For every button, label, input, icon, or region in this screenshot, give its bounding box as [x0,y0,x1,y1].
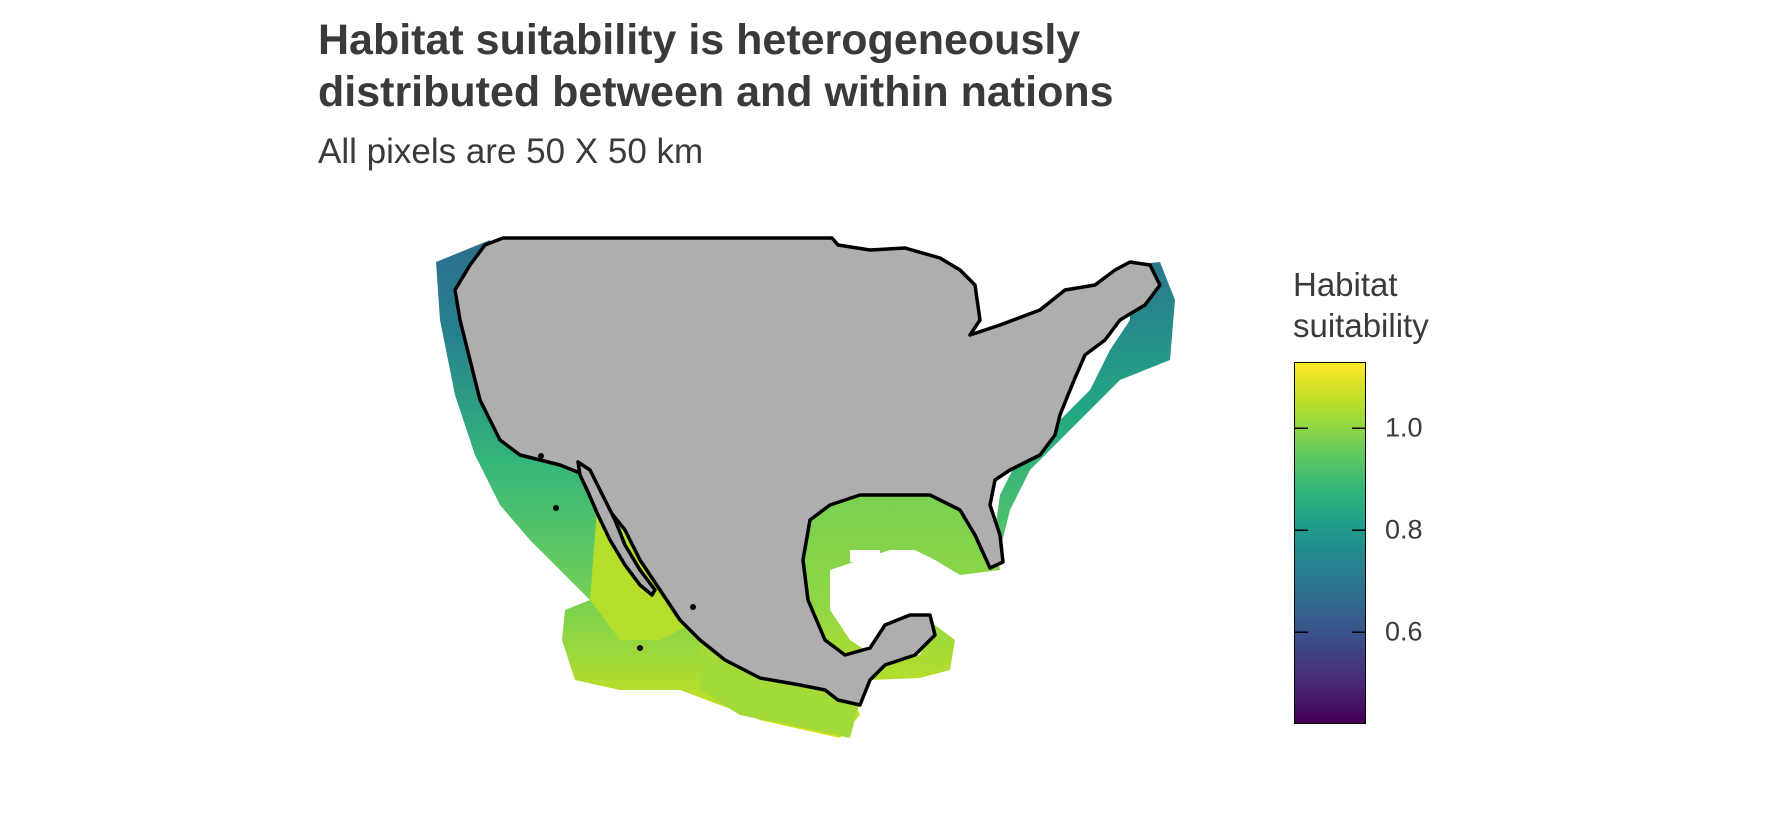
gulf-no-data-gap [850,550,880,562]
title-line-1: Habitat suitability is heterogeneously [318,16,1081,64]
map-subtitle: All pixels are 50 X 50 km [318,132,704,171]
legend-title: Habitat suitability [1293,264,1429,346]
map-title: Habitat suitability is heterogeneously d… [318,14,1318,118]
island-dot [690,604,696,610]
title-line-2: distributed between and within nations [318,68,1114,116]
legend-tick-label: 1.0 [1385,412,1423,443]
legend-colorbar [1294,362,1366,724]
land-mass [453,236,1162,707]
legend-title-line-1: Habitat [1293,266,1398,303]
legend-title-line-2: suitability [1293,307,1429,344]
atlantic-habitat-band [990,262,1175,565]
legend-tick-label: 0.8 [1385,514,1423,545]
island-dot [553,505,559,511]
island-dot [538,453,544,459]
legend-tick-label: 0.6 [1385,616,1423,647]
gulf-of-mexico-band [800,495,1000,680]
island-dot [637,645,643,651]
baja-california [576,460,657,597]
